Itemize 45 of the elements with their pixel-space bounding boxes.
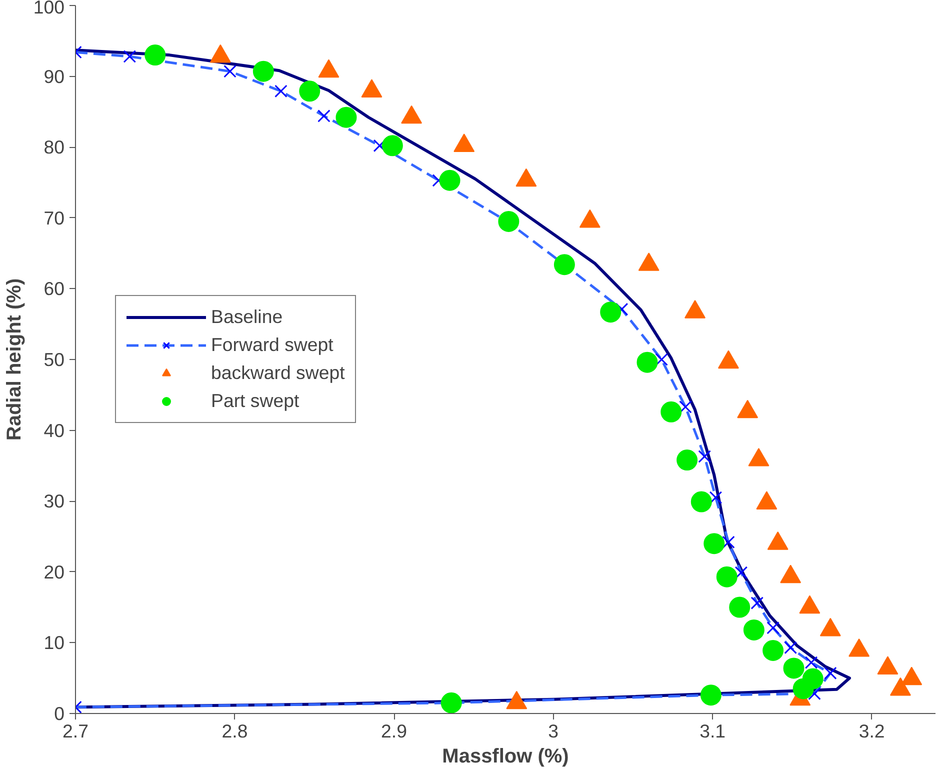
- x-tick-label: 3.1: [700, 720, 726, 742]
- x-tick-label: 3: [548, 720, 558, 742]
- point: [440, 692, 462, 714]
- point: [792, 678, 814, 700]
- y-tick-label: 90: [44, 66, 65, 87]
- legend-label: backward swept: [211, 362, 345, 384]
- x-tick-label: 2.7: [62, 720, 88, 742]
- legend-label: Baseline: [211, 306, 283, 328]
- point: [743, 619, 764, 640]
- x-tick-label: 2.9: [381, 720, 407, 742]
- legend-label: Part swept: [211, 390, 300, 412]
- point: [144, 44, 166, 66]
- y-tick-label: 100: [33, 0, 65, 18]
- point: [729, 596, 750, 618]
- y-tick-label: 70: [44, 207, 65, 228]
- point: [554, 254, 575, 276]
- point: [636, 352, 658, 373]
- point: [660, 401, 682, 422]
- y-tick-label: 30: [44, 490, 65, 512]
- y-axis-title: Radial height (%): [3, 278, 26, 441]
- point: [299, 80, 320, 102]
- point: [252, 60, 274, 82]
- point: [382, 135, 403, 156]
- point: [498, 210, 520, 232]
- legend-label: Forward swept: [211, 334, 334, 356]
- point: [439, 170, 460, 191]
- point: [336, 106, 357, 128]
- y-tick-label: 80: [44, 136, 65, 158]
- y-tick-label: 10: [44, 632, 65, 654]
- point: [690, 491, 712, 512]
- y-tick-label: 0: [54, 703, 65, 724]
- point: [700, 684, 722, 706]
- x-axis-title: Massflow (%): [442, 746, 569, 768]
- point: [704, 533, 725, 554]
- point: [762, 640, 784, 661]
- y-tick-label: 50: [44, 349, 65, 370]
- point: [716, 566, 738, 588]
- y-tick-label: 60: [44, 278, 65, 300]
- point: [600, 302, 622, 323]
- y-tick-label: 20: [44, 561, 65, 582]
- point: [783, 658, 804, 679]
- y-tick-label: 40: [44, 420, 65, 441]
- x-tick-label: 2.8: [222, 720, 248, 742]
- point: [676, 450, 698, 471]
- x-tick-label: 3.2: [858, 720, 885, 742]
